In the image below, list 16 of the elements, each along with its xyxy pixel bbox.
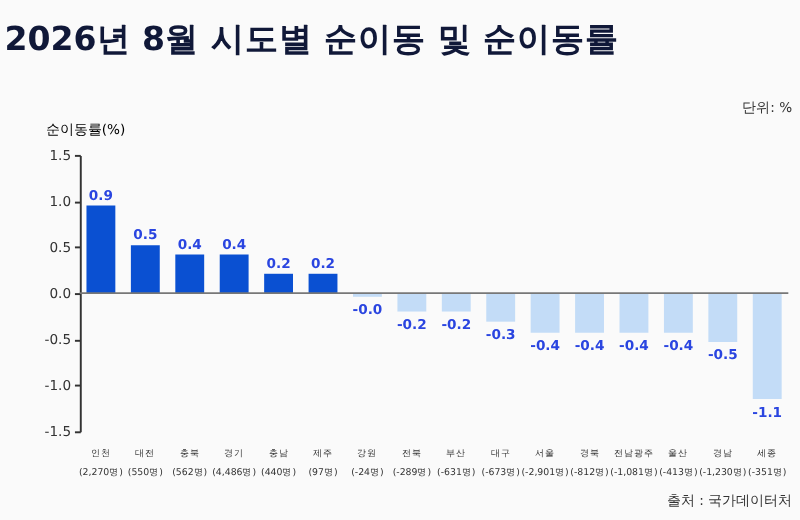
bar [752, 293, 782, 400]
bar [175, 254, 205, 294]
bar [441, 293, 471, 312]
bar [86, 205, 116, 294]
bar [264, 273, 294, 294]
bar [130, 245, 160, 294]
bar [219, 254, 249, 294]
bar [397, 293, 427, 312]
bar [308, 273, 338, 294]
bar [486, 293, 516, 322]
bar [530, 293, 560, 333]
bar [619, 293, 649, 333]
bar [708, 293, 738, 342]
bar [575, 293, 604, 333]
chart-title: 2026년 8월 시도별 순이동 및 순이동률 [4, 19, 620, 58]
bar [663, 293, 693, 333]
